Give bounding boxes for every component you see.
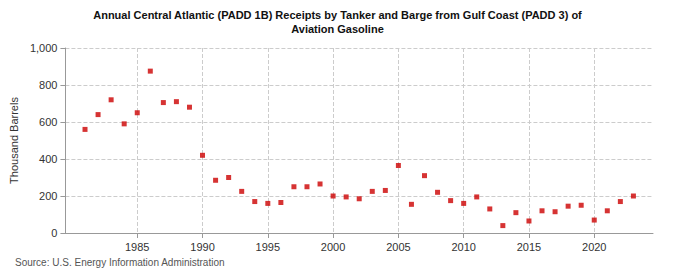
svg-text:1990: 1990	[190, 241, 214, 253]
svg-text:800: 800	[39, 79, 57, 91]
svg-text:1985: 1985	[125, 241, 149, 253]
svg-text:Source: U.S. Energy Informatio: Source: U.S. Energy Information Administ…	[15, 257, 225, 268]
svg-text:2020: 2020	[582, 241, 606, 253]
svg-text:0: 0	[51, 227, 57, 239]
svg-text:200: 200	[39, 190, 57, 202]
svg-text:2015: 2015	[517, 241, 541, 253]
svg-text:Annual Central Atlantic (PADD: Annual Central Atlantic (PADD 1B) Receip…	[93, 9, 582, 21]
svg-text:1,000: 1,000	[30, 42, 58, 54]
svg-text:Thousand Barrels: Thousand Barrels	[8, 97, 20, 184]
svg-text:Aviation Gasoline: Aviation Gasoline	[291, 23, 384, 35]
svg-text:600: 600	[39, 116, 57, 128]
svg-text:2010: 2010	[451, 241, 475, 253]
svg-text:2005: 2005	[386, 241, 410, 253]
svg-text:1995: 1995	[256, 241, 280, 253]
svg-text:400: 400	[39, 153, 57, 165]
svg-text:2000: 2000	[321, 241, 345, 253]
